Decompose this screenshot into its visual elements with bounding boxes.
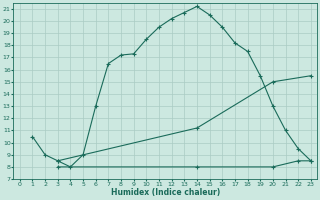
X-axis label: Humidex (Indice chaleur): Humidex (Indice chaleur) xyxy=(111,188,220,197)
